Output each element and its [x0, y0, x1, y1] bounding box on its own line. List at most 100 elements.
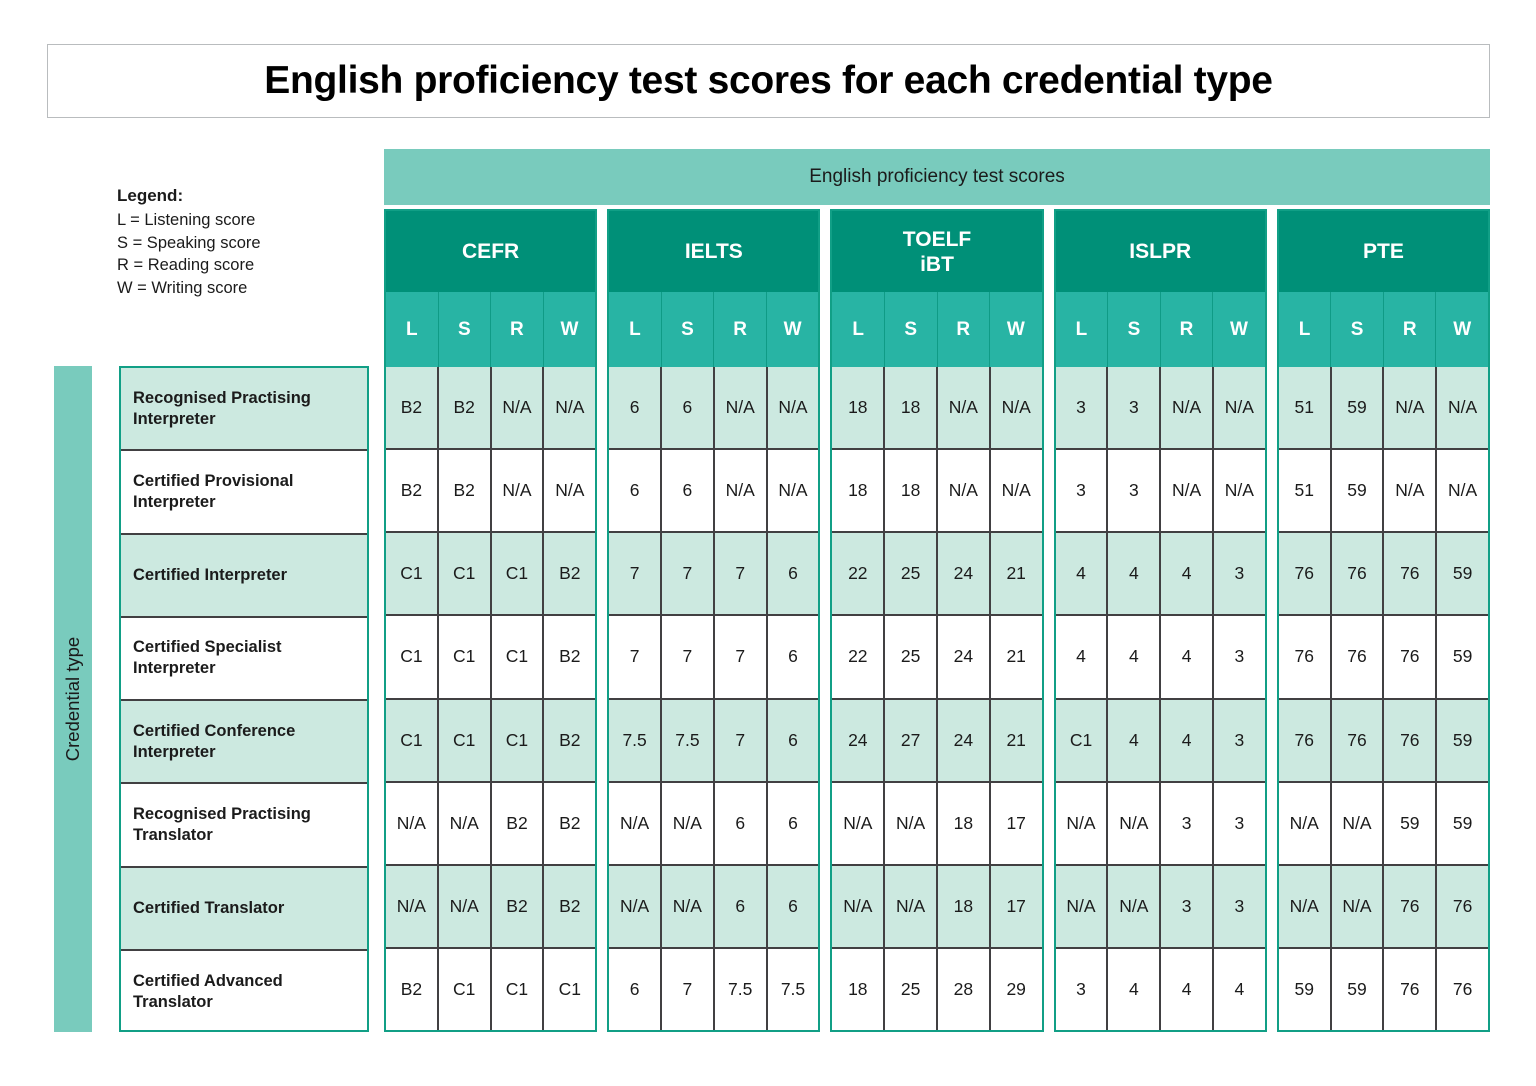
test-group-title: TOELF iBT — [832, 211, 1042, 292]
table-row: N/A N/A 3 3 — [1055, 865, 1265, 949]
score-cell: 7.5 — [715, 948, 768, 1030]
table-row: B2 B2 N/A N/A — [386, 367, 596, 451]
score-cell: 59 — [1452, 563, 1473, 584]
score-cell: B2 — [559, 646, 581, 667]
skill-header-cell: L — [1056, 292, 1109, 367]
score-cell: 3 — [1056, 367, 1109, 449]
score-cell: 7.5 — [662, 699, 715, 781]
score-cell: 6 — [609, 450, 662, 532]
score-cell: N/A — [1108, 782, 1162, 864]
score-cell: 76 — [1279, 616, 1332, 698]
credential-type-row-label: Recognised Practising Translator — [121, 784, 367, 868]
skill-header-cell: L — [386, 292, 439, 367]
score-cell: N/A — [439, 782, 492, 864]
score-cell: N/A — [1001, 480, 1031, 501]
credential-type-row-label: Certified Translator — [121, 867, 367, 951]
score-cell: 25 — [885, 948, 938, 1030]
score-cell: 7 — [715, 533, 768, 615]
score-cell: 6 — [715, 865, 768, 947]
skill-header-cell: S — [662, 292, 715, 367]
score-cell: 21 — [1006, 729, 1026, 750]
score-cell: 4 — [1161, 616, 1214, 698]
skill-header-cell: L — [832, 292, 885, 367]
score-cell: 18 — [832, 948, 886, 1030]
score-cell: 3 — [1234, 646, 1245, 667]
score-cell: 4 — [1161, 533, 1214, 615]
score-cell: 7 — [662, 533, 715, 615]
test-group: IELTS L S R W 6 6 N/A N/A 6 6 N/A N/A 7 7 7 6 7 7 7 6 7.5 7.5 7… — [607, 209, 821, 1032]
score-cell: 7 — [609, 533, 662, 615]
table-row: 18 25 28 29 — [832, 948, 1041, 1030]
table-row: N/A N/A 6 6 — [609, 782, 819, 866]
credential-type-row-label: Certified Interpreter — [121, 534, 367, 618]
score-cell: B2 — [559, 895, 581, 916]
score-cell: 3 — [1234, 812, 1245, 833]
score-cell: N/A — [1224, 397, 1254, 418]
scores-banner-label: English proficiency test scores — [809, 166, 1065, 187]
score-cell: 3 — [1056, 948, 1109, 1030]
table-row: N/A N/A 18 17 — [832, 865, 1042, 949]
score-cell: 76 — [1452, 895, 1473, 916]
table-row: 76 76 76 59 — [1278, 699, 1489, 783]
score-cell: N/A — [938, 450, 991, 532]
score-cell: B2 — [492, 865, 545, 947]
score-cell: 4 — [1108, 533, 1162, 615]
score-cell: N/A — [832, 865, 886, 947]
table-row: 6 6 N/A N/A — [609, 450, 819, 534]
credential-type-row-label: Certified Provisional Interpreter — [121, 451, 367, 535]
test-group-body: 3 3 N/A N/A 3 3 N/A N/A 4 4 4 3 4 4 4 3 C1 4 4 3 N/A N/A 3 3 N/A… — [1055, 367, 1265, 1030]
score-cell: 76 — [1384, 865, 1438, 947]
test-group: PTE L S R W 51 59 N/A N/A 51 59 N/A N/A 76 76 76 59 76 76 7… — [1276, 209, 1491, 1032]
score-cell: N/A — [778, 397, 808, 418]
score-cell: B2 — [492, 782, 545, 864]
credential-type-row-label: Certified Advanced Translator — [133, 972, 283, 1012]
score-cell: C1 — [1056, 699, 1109, 781]
skill-header-cell: R — [491, 292, 544, 367]
score-cell: N/A — [555, 397, 585, 418]
score-cell: 59 — [1332, 450, 1385, 532]
scores-banner: English proficiency test scores — [384, 149, 1490, 205]
score-cell: B2 — [439, 450, 492, 532]
score-cell: 6 — [662, 367, 715, 449]
score-cell: 25 — [885, 616, 938, 698]
score-cell: 76 — [1384, 616, 1438, 698]
legend-item-speaking: S = Speaking score — [117, 233, 261, 252]
credential-type-row-label: Recognised Practising Interpreter — [121, 368, 367, 452]
score-cell: 24 — [938, 699, 991, 781]
score-cell: 7 — [715, 699, 768, 781]
score-cell: 6 — [609, 948, 662, 1030]
score-cell: C1 — [386, 616, 439, 698]
score-cell: N/A — [1384, 367, 1438, 449]
score-cell: N/A — [439, 865, 492, 947]
table-row: 6 7 7.5 7.5 — [609, 948, 818, 1030]
skill-header-cell: W — [1006, 318, 1025, 340]
score-cell: 18 — [832, 450, 886, 532]
skill-header-cell: R — [938, 292, 991, 367]
score-cell: 6 — [662, 450, 715, 532]
test-group: TOELF iBT L S R W 18 18 N/A N/A 18 18 N/A N/A 22 25 24 2… — [830, 209, 1044, 1032]
score-cell: B2 — [559, 812, 581, 833]
score-cell: 18 — [938, 865, 991, 947]
legend-item-reading: R = Reading score — [117, 256, 255, 274]
table-row: 76 76 76 59 — [1278, 533, 1489, 617]
score-cell: 18 — [885, 450, 938, 532]
table-row: 51 59 N/A N/A — [1278, 450, 1489, 534]
skill-header-cell: R — [714, 292, 767, 367]
score-cell: 21 — [1006, 646, 1026, 667]
score-cell: 3 — [1108, 450, 1162, 532]
score-cell: C1 — [492, 948, 545, 1030]
test-group: ISLPR L S R W 3 3 N/A N/A 3 3 N/A N/A 4 4 4 3 4 4 4 3 C1 4 4 3 N/… — [1053, 209, 1267, 1032]
score-cell: 6 — [788, 729, 798, 750]
score-cell: 24 — [832, 699, 886, 781]
skill-header-cell: W — [1453, 318, 1472, 340]
score-cell: N/A — [1161, 450, 1214, 532]
score-cell: N/A — [1448, 397, 1478, 418]
score-cell: 17 — [1006, 812, 1026, 833]
score-cell: 7 — [715, 616, 768, 698]
table-row: N/A N/A B2 B2 — [386, 782, 596, 866]
